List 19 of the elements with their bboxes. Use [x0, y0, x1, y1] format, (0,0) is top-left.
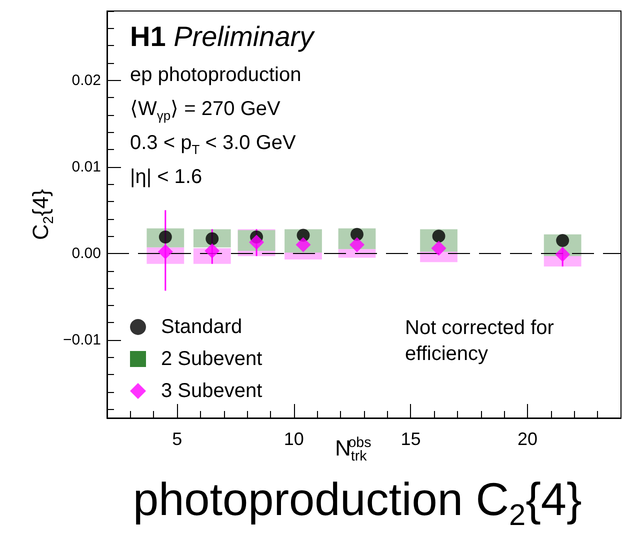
annotation: ep photoproduction	[130, 64, 302, 86]
text: photoproduction C$_{2}${4}	[133, 473, 582, 534]
legend-label: 2 Subevent	[161, 348, 263, 370]
legend-label: 3 Subevent	[161, 380, 263, 402]
annotation: 0.3 < p$_{T}$ < 3.0 GeV	[130, 132, 296, 158]
y-tick-label: −0.01	[63, 332, 101, 349]
annotation: ⟨W$_{γp}$⟩ = 270 GeV	[130, 98, 280, 124]
x-tick-label: 10	[284, 429, 304, 449]
y-tick-label: 0.00	[72, 244, 101, 262]
y-tick-label: 0.02	[72, 72, 101, 89]
point	[555, 246, 570, 262]
y-tick-label: 0.01	[72, 158, 101, 176]
x-tick-label: 5	[172, 429, 182, 449]
x-tick-label: 15	[400, 429, 421, 449]
x-tick-label: 20	[518, 429, 538, 449]
legend-label: Standard	[161, 316, 242, 338]
annotation: H1 Preliminary	[130, 21, 314, 52]
annotation: |η| < 1.6	[130, 166, 202, 188]
annotation: Not corrected for efficiency	[405, 316, 555, 367]
